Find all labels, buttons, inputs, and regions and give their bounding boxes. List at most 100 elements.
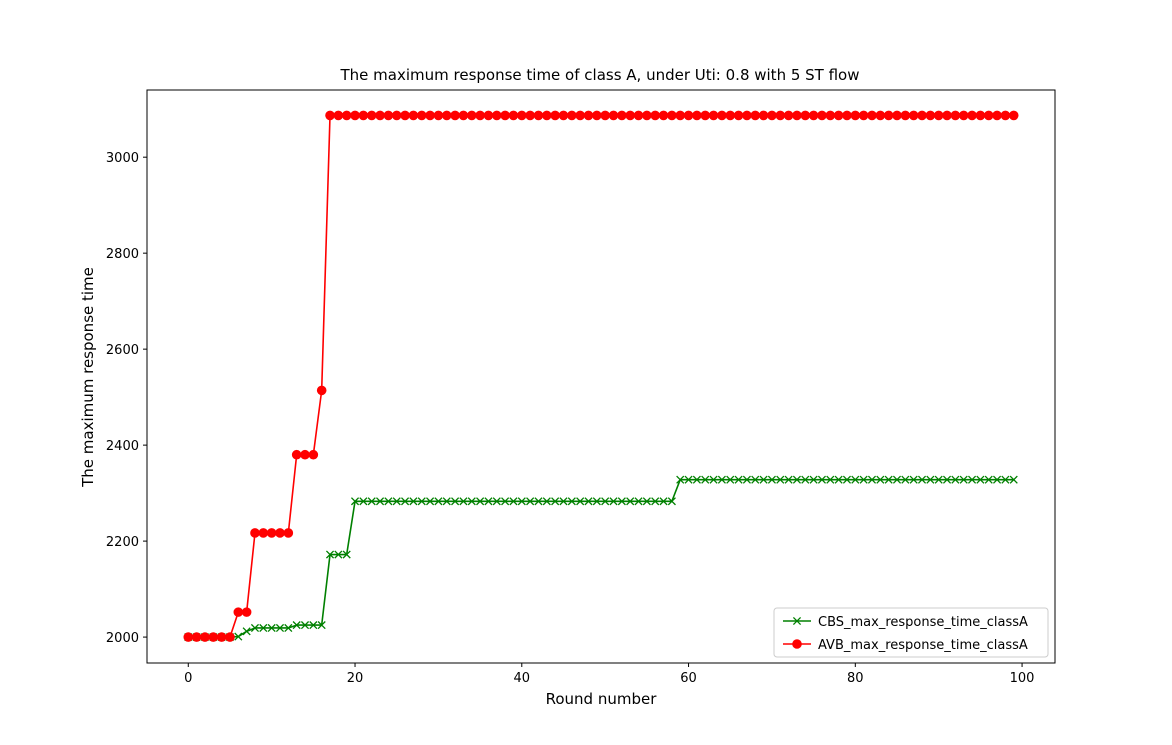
circle-marker — [708, 110, 719, 121]
legend-label: AVB_max_response_time_classA — [818, 638, 1028, 653]
x-marker — [609, 497, 618, 506]
circle-marker — [191, 632, 202, 642]
x-marker — [317, 621, 326, 630]
x-marker — [384, 497, 393, 506]
circle-marker — [717, 110, 727, 121]
circle-marker — [383, 110, 394, 121]
x-marker — [884, 475, 893, 484]
x-marker — [759, 475, 768, 484]
x-marker — [284, 623, 293, 633]
circle-marker — [250, 528, 260, 538]
circle-marker — [491, 110, 502, 121]
circle-marker — [208, 632, 219, 642]
y-axis-label: The maximum response time — [79, 267, 97, 488]
circle-marker — [525, 110, 535, 121]
circle-marker — [391, 110, 402, 121]
x-marker — [692, 475, 701, 484]
circle-marker — [642, 110, 652, 121]
circle-marker — [900, 110, 911, 121]
x-marker — [584, 497, 593, 506]
x-marker — [817, 475, 827, 484]
circle-marker — [408, 110, 419, 121]
x-tick-label: 60 — [680, 671, 697, 686]
x-marker — [300, 621, 310, 630]
x-marker — [476, 497, 485, 506]
circle-marker — [775, 110, 786, 121]
legend: CBS_max_response_time_classA AVB_max_resp… — [773, 607, 1049, 658]
x-marker — [259, 623, 268, 633]
circle-marker — [650, 110, 660, 121]
circle-marker — [967, 110, 977, 121]
x-marker — [776, 475, 785, 484]
x-marker — [867, 475, 877, 484]
circle-marker — [483, 110, 494, 121]
circle-marker — [883, 110, 894, 121]
x-marker — [542, 497, 551, 506]
circle-marker — [875, 110, 886, 121]
circle-marker — [233, 607, 244, 617]
circle-marker — [225, 632, 235, 642]
x-marker — [292, 621, 301, 630]
circle-marker — [892, 110, 902, 121]
circle-marker — [733, 110, 744, 121]
circle-marker — [400, 110, 410, 121]
circle-marker — [758, 110, 769, 121]
x-marker — [792, 475, 802, 484]
x-marker — [325, 550, 335, 559]
circle-marker — [825, 110, 836, 121]
x-marker — [651, 497, 660, 506]
x-marker — [267, 623, 276, 633]
x-marker — [901, 475, 910, 484]
circle-marker — [542, 110, 552, 121]
x-marker — [626, 497, 635, 506]
circle-marker — [742, 110, 752, 121]
circle-marker — [683, 110, 694, 121]
x-marker — [442, 497, 451, 506]
circle-marker — [975, 110, 986, 121]
circle-marker — [358, 110, 369, 121]
x-marker — [784, 475, 793, 484]
x-marker — [742, 475, 751, 484]
y-tick-label: 2600 — [106, 343, 139, 358]
circle-marker — [617, 110, 627, 121]
x-marker — [459, 497, 468, 506]
circle-marker — [458, 110, 469, 121]
circle-marker — [950, 110, 961, 121]
circle-marker — [441, 110, 452, 121]
x-marker — [350, 497, 360, 506]
x-marker — [517, 497, 526, 506]
legend-label: CBS_max_response_time_classA — [818, 615, 1028, 630]
x-marker — [801, 475, 810, 484]
circle-marker — [516, 110, 527, 121]
x-marker — [676, 475, 685, 484]
circle-marker — [850, 110, 861, 121]
x-marker — [367, 497, 376, 506]
x-marker — [467, 497, 476, 506]
x-marker — [967, 475, 977, 484]
circle-marker — [200, 632, 210, 642]
x-marker — [976, 475, 985, 484]
x-marker — [792, 616, 802, 626]
x-marker — [984, 475, 993, 484]
x-marker — [842, 475, 852, 484]
x-marker — [684, 475, 693, 484]
x-tick-label: 80 — [847, 671, 864, 686]
circle-marker — [567, 110, 577, 121]
circle-marker — [633, 110, 644, 121]
circle-marker — [341, 110, 352, 121]
circle-marker — [700, 110, 711, 121]
y-tick-label: 2000 — [106, 631, 139, 646]
x-marker — [726, 475, 735, 484]
series-o — [183, 110, 1019, 642]
y-tick-label: 2200 — [106, 535, 139, 550]
x-marker — [492, 497, 501, 506]
x-marker — [409, 497, 418, 506]
chart-title: The maximum response time of class A, un… — [339, 66, 859, 84]
x-marker — [1009, 475, 1018, 484]
circle-marker — [667, 110, 677, 121]
x-marker — [576, 497, 585, 506]
circle-marker — [258, 528, 269, 538]
x-axis-label: Round number — [546, 690, 658, 708]
